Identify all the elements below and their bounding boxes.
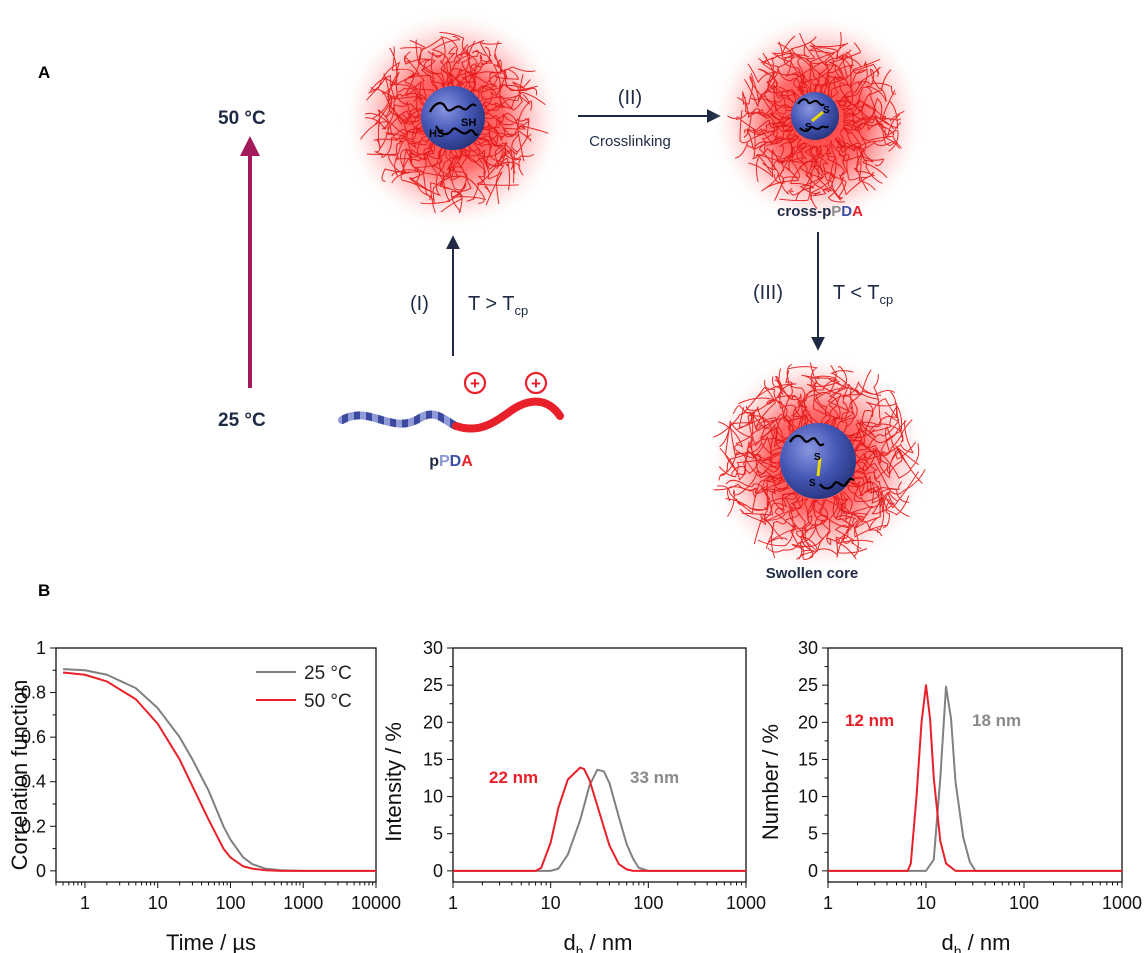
y-axis-title-number: Number / % <box>758 724 783 840</box>
x-axis-title-dh-2: dh / nm <box>942 930 1011 953</box>
x-tick-label: 1000 <box>1102 893 1142 913</box>
step-1-number: (I) <box>410 293 429 315</box>
temp-low-label: 25 °C <box>218 410 266 431</box>
chart-number: 1 10 100 1000 0 5 10 15 20 25 30 <box>798 638 1142 913</box>
legend-label-50: 50 °C <box>304 691 352 712</box>
thiol-label-right: SH <box>461 117 476 129</box>
series-line-50c <box>453 766 746 872</box>
x-axis-title-dh-1: dh / nm <box>564 930 633 953</box>
annotation-number-50: 12 nm <box>845 711 894 730</box>
y-tick-label: 5 <box>433 824 443 844</box>
legend: 25 °C 50 °C <box>256 663 352 712</box>
annotation-intensity-25: 33 nm <box>630 768 679 787</box>
series-line-25c <box>62 668 376 872</box>
positive-charge-1 <box>463 371 487 395</box>
annotation-number-25: 18 nm <box>972 711 1021 730</box>
x-tick-label: 1 <box>448 893 458 913</box>
x-tick-label: 10 <box>541 893 561 913</box>
polymer-chain: + + <box>338 371 564 433</box>
plot-frame <box>452 647 747 883</box>
x-tick-label: 1000 <box>283 893 323 913</box>
thiol-label-left: HS <box>429 128 444 140</box>
series-line-25c <box>453 768 746 872</box>
sulfur-label-2: S <box>805 122 812 133</box>
positive-charge-2 <box>524 371 548 395</box>
annotation-intensity-50: 22 nm <box>489 768 538 787</box>
x-tick-label: 100 <box>215 893 245 913</box>
y-tick-label: 0.8 <box>21 683 46 703</box>
y-tick-label: 20 <box>798 712 818 732</box>
positive-charge-symbol-2: + <box>531 374 541 393</box>
step-2-number: (II) <box>618 87 642 109</box>
y-tick-label: 15 <box>798 749 818 769</box>
x-tick-label: 10 <box>916 893 936 913</box>
step-2-name: Crosslinking <box>589 133 671 150</box>
legend-label-25: 25 °C <box>304 663 352 684</box>
step-1-condition: T > Tcp <box>468 293 528 318</box>
y-axis-title-correlation: Correlation function <box>7 680 32 871</box>
panel-a-label: A <box>38 63 50 82</box>
x-axis-title-time: Time / µs <box>166 930 256 953</box>
y-tick-label: 20 <box>423 712 443 732</box>
y-tick-label: 0.6 <box>21 727 46 747</box>
y-tick-label: 10 <box>798 787 818 807</box>
micelle-top-left: HS SH <box>341 8 565 232</box>
y-tick-label: 25 <box>423 675 443 695</box>
swollen-core-label: Swollen core <box>766 565 859 582</box>
positive-charge-symbol-1: + <box>470 374 480 393</box>
y-tick-label: 25 <box>798 675 818 695</box>
step-3-number: (III) <box>753 282 783 304</box>
sulfur-label-1: S <box>823 105 830 116</box>
series-line-50c <box>828 684 1122 872</box>
x-tick-label: 1 <box>80 893 90 913</box>
micelle-swollen: S S <box>706 350 930 574</box>
y-axis-title-intensity: Intensity / % <box>381 722 406 842</box>
cross-ppda-label: cross-pPDA <box>777 203 863 220</box>
temp-high-label: 50 °C <box>218 108 266 129</box>
y-tick-label: 10 <box>423 787 443 807</box>
x-tick-label: 100 <box>1009 893 1039 913</box>
y-tick-label: 30 <box>423 638 443 658</box>
y-tick-label: 0.2 <box>21 816 46 836</box>
sulfur-label-3: S <box>814 452 821 463</box>
y-tick-label: 15 <box>423 749 443 769</box>
series-line-25c <box>828 685 1122 872</box>
plot-frame <box>827 647 1123 883</box>
chart-correlation: 1 10 100 1000 10000 0 0.2 0.4 0.6 0.8 1 <box>21 638 401 913</box>
micelle-crosslinked: S S <box>710 12 926 228</box>
y-tick-label: 0 <box>808 861 818 881</box>
x-tick-label: 1000 <box>726 893 766 913</box>
x-tick-label: 10 <box>148 893 168 913</box>
step-3-condition: T < Tcp <box>833 282 893 307</box>
series-line-50c <box>62 671 376 872</box>
sulfur-label-4: S <box>809 478 816 489</box>
y-tick-label: 30 <box>798 638 818 658</box>
plot-frame <box>55 647 377 883</box>
y-tick-label: 1 <box>36 638 46 658</box>
scheme-panel-a: A 50 °C 25 °C HS SH (II) Crosslinking S … <box>38 8 930 600</box>
y-tick-label: 0.4 <box>21 772 46 792</box>
x-tick-label: 100 <box>633 893 663 913</box>
ppda-label: pPDA <box>429 453 473 470</box>
panel-b-label: B <box>38 581 50 600</box>
chart-intensity: 1 10 100 1000 0 5 10 15 20 25 30 <box>423 638 766 913</box>
x-tick-label: 10000 <box>351 893 401 913</box>
y-tick-label: 5 <box>808 824 818 844</box>
x-tick-label: 1 <box>823 893 833 913</box>
y-tick-label: 0 <box>433 861 443 881</box>
y-tick-label: 0 <box>36 861 46 881</box>
